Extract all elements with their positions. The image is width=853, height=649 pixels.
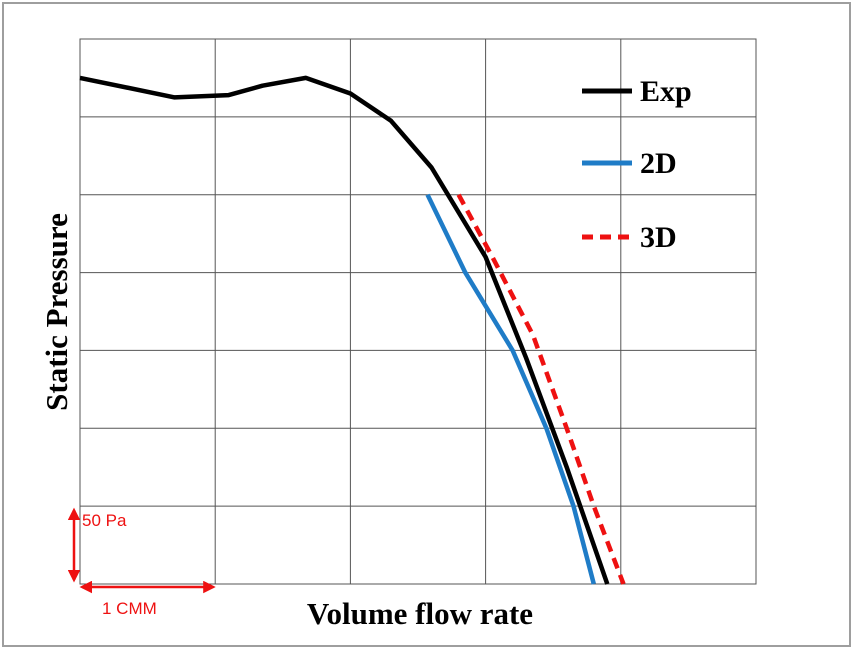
y-axis-label: Static Pressure [39,213,74,411]
series-line-exp [79,75,610,585]
horizontal-scale-label: 1 CMM [102,599,157,618]
scale-bars: 50 Pa 1 CMM [67,507,216,618]
legend-label-2d: 2D [640,147,677,180]
series-line-3d [456,193,626,585]
plot-area-border [79,38,757,585]
series-layer [79,75,626,585]
legend-label-3d: 3D [640,221,677,254]
vertical-scale-label: 50 Pa [82,511,127,530]
grid [79,38,757,585]
series-line-2d [425,193,596,585]
legend: Exp 2D 3D [582,75,692,254]
x-axis-label: Volume flow rate [307,596,533,631]
legend-label-exp: Exp [640,75,692,108]
